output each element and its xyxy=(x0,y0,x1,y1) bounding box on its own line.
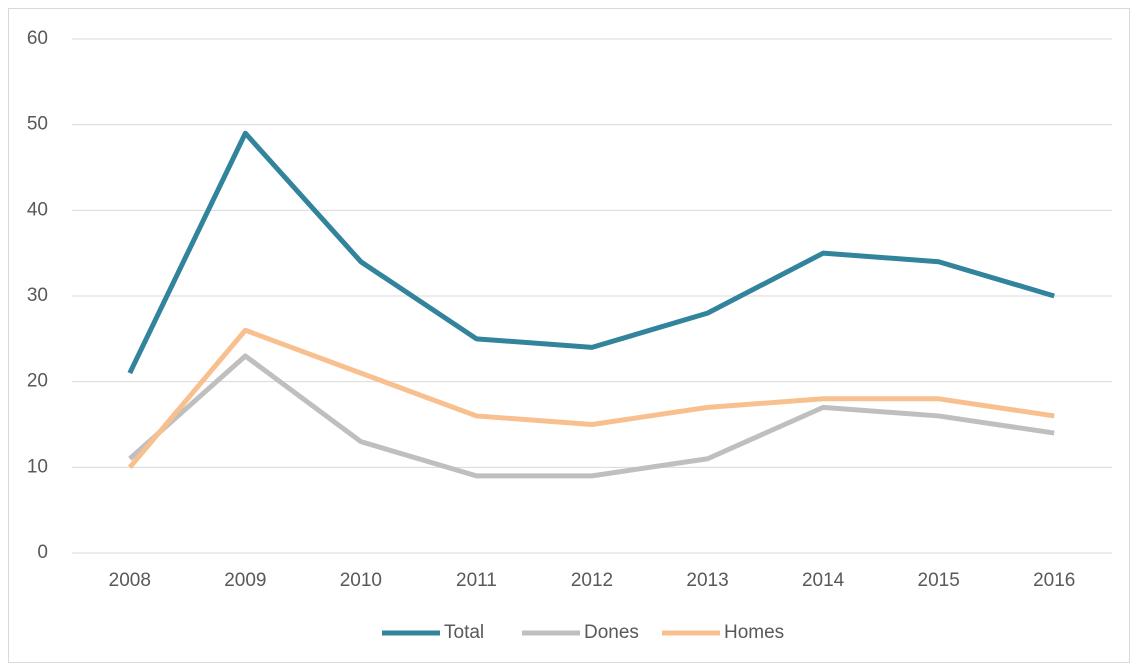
x-tick-label: 2010 xyxy=(340,570,382,591)
chart-border xyxy=(8,8,1130,663)
x-tick-label: 2012 xyxy=(571,570,613,591)
x-tick-label: 2015 xyxy=(918,570,960,591)
series-line xyxy=(128,353,1055,479)
x-tick-label: 2011 xyxy=(456,570,497,591)
legend-label: Homes xyxy=(724,622,784,643)
series-line xyxy=(127,130,1055,375)
legend-label: Total xyxy=(444,622,484,643)
x-tick-label: 2013 xyxy=(686,570,728,591)
y-tick-label: 30 xyxy=(27,285,48,306)
y-tick-label: 10 xyxy=(27,456,48,477)
y-tick-label: 20 xyxy=(27,371,48,392)
y-tick-label: 40 xyxy=(27,199,48,220)
x-tick-label: 2014 xyxy=(802,570,845,591)
legend-label: Dones xyxy=(584,622,639,643)
y-tick-label: 60 xyxy=(27,28,48,49)
series-line xyxy=(127,327,1055,469)
y-tick-label: 50 xyxy=(27,114,48,135)
y-tick-label: 0 xyxy=(37,542,48,563)
x-tick-label: 2008 xyxy=(109,570,151,591)
x-tick-label: 2009 xyxy=(224,570,266,591)
x-tick-label: 2016 xyxy=(1033,570,1075,591)
